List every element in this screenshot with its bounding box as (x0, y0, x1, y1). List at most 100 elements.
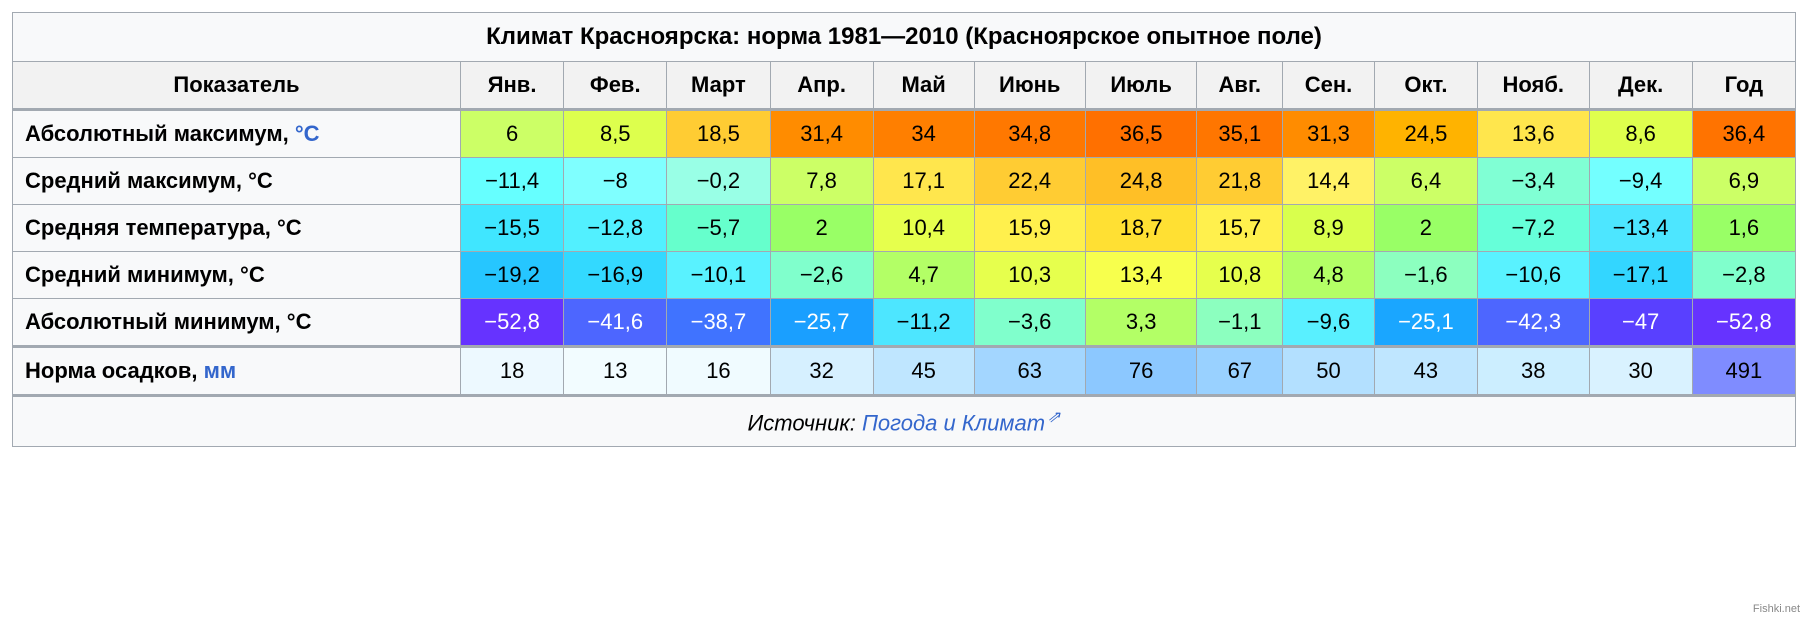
cell: −9,6 (1283, 299, 1375, 347)
cell: −42,3 (1477, 299, 1589, 347)
cell: −25,1 (1374, 299, 1477, 347)
col-month: Июль (1085, 62, 1197, 110)
watermark: Fishki.net (1753, 603, 1800, 615)
cell: 31,4 (770, 110, 873, 158)
cell: 15,7 (1197, 205, 1283, 252)
table-row: Средний минимум, °C−19,2−16,9−10,1−2,64,… (13, 252, 1796, 299)
cell: −2,6 (770, 252, 873, 299)
cell: 67 (1197, 347, 1283, 396)
external-link-icon: ⇗ (1047, 409, 1060, 426)
cell: −5,7 (667, 205, 770, 252)
cell: −8 (564, 158, 667, 205)
cell: −52,8 (461, 299, 564, 347)
table-caption: Климат Красноярска: норма 1981—2010 (Кра… (12, 12, 1796, 61)
cell: 2 (770, 205, 873, 252)
row-label-abs-max: Абсолютный максимум, °C (13, 110, 461, 158)
cell: −10,6 (1477, 252, 1589, 299)
cell: 14,4 (1283, 158, 1375, 205)
cell: 6,9 (1692, 158, 1795, 205)
cell: −11,4 (461, 158, 564, 205)
source-row: Источник: Погода и Климат⇗ (13, 396, 1796, 447)
cell: −13,4 (1589, 205, 1692, 252)
cell: −3,6 (974, 299, 1085, 347)
cell: 18,7 (1085, 205, 1197, 252)
cell: 50 (1283, 347, 1375, 396)
col-month: Дек. (1589, 62, 1692, 110)
row-label-text: Средний максимум, °C (25, 168, 273, 193)
cell: −19,2 (461, 252, 564, 299)
row-label-text: Норма осадков, (25, 358, 204, 383)
cell: −52,8 (1692, 299, 1795, 347)
row-label-precip: Норма осадков, мм (13, 347, 461, 396)
cell: 16 (667, 347, 770, 396)
table-row: Абсолютный максимум, °C68,518,531,43434,… (13, 110, 1796, 158)
col-month: Фев. (564, 62, 667, 110)
cell: 35,1 (1197, 110, 1283, 158)
row-label-text: Абсолютный минимум, °C (25, 309, 311, 334)
row-label-text: Средний минимум, °C (25, 262, 265, 287)
cell: 1,6 (1692, 205, 1795, 252)
row-label-abs-min: Абсолютный минимум, °C (13, 299, 461, 347)
col-indicator: Показатель (13, 62, 461, 110)
cell: 45 (873, 347, 974, 396)
cell: −1,1 (1197, 299, 1283, 347)
unit[interactable]: мм (204, 358, 237, 383)
col-month: Год (1692, 62, 1795, 110)
cell: 15,9 (974, 205, 1085, 252)
col-month: Июнь (974, 62, 1085, 110)
col-month: Май (873, 62, 974, 110)
climate-table: Климат Красноярска: норма 1981—2010 (Кра… (12, 12, 1796, 447)
cell: 43 (1374, 347, 1477, 396)
cell: 17,1 (873, 158, 974, 205)
source-label: Источник: (748, 410, 862, 435)
cell: −25,7 (770, 299, 873, 347)
cell: 10,4 (873, 205, 974, 252)
cell: 38 (1477, 347, 1589, 396)
cell: 76 (1085, 347, 1197, 396)
cell: −7,2 (1477, 205, 1589, 252)
cell: 10,8 (1197, 252, 1283, 299)
cell: −10,1 (667, 252, 770, 299)
cell: 21,8 (1197, 158, 1283, 205)
source-link[interactable]: Погода и Климат (862, 410, 1045, 435)
col-month: Нояб. (1477, 62, 1589, 110)
cell: 24,5 (1374, 110, 1477, 158)
table-row: Норма осадков, мм18131632456376675043383… (13, 347, 1796, 396)
col-month: Окт. (1374, 62, 1477, 110)
row-label-avg-temp: Средняя температура, °C (13, 205, 461, 252)
cell: −17,1 (1589, 252, 1692, 299)
unit[interactable]: °C (295, 121, 320, 146)
cell: −16,9 (564, 252, 667, 299)
cell: 13,6 (1477, 110, 1589, 158)
cell: −15,5 (461, 205, 564, 252)
cell: 36,5 (1085, 110, 1197, 158)
table-row: Абсолютный минимум, °C−52,8−41,6−38,7−25… (13, 299, 1796, 347)
cell: 8,9 (1283, 205, 1375, 252)
cell: 18,5 (667, 110, 770, 158)
cell: 24,8 (1085, 158, 1197, 205)
cell: −2,8 (1692, 252, 1795, 299)
cell: 4,7 (873, 252, 974, 299)
cell: 7,8 (770, 158, 873, 205)
header-row: ПоказательЯнв.Фев.МартАпр.МайИюньИюльАвг… (13, 62, 1796, 110)
cell: 8,6 (1589, 110, 1692, 158)
table-row: Средний максимум, °C −11,4−8−0,27,817,122… (13, 158, 1796, 205)
col-month: Янв. (461, 62, 564, 110)
col-month: Авг. (1197, 62, 1283, 110)
cell: 34 (873, 110, 974, 158)
cell: 4,8 (1283, 252, 1375, 299)
table-body: Абсолютный максимум, °C68,518,531,43434,… (13, 110, 1796, 447)
col-month: Апр. (770, 62, 873, 110)
cell: −3,4 (1477, 158, 1589, 205)
row-label-avg-min: Средний минимум, °C (13, 252, 461, 299)
cell: −0,2 (667, 158, 770, 205)
cell: −9,4 (1589, 158, 1692, 205)
cell: 18 (461, 347, 564, 396)
cell: −47 (1589, 299, 1692, 347)
cell: 13 (564, 347, 667, 396)
cell: 6,4 (1374, 158, 1477, 205)
cell: 22,4 (974, 158, 1085, 205)
cell: −11,2 (873, 299, 974, 347)
cell: 3,3 (1085, 299, 1197, 347)
cell: 10,3 (974, 252, 1085, 299)
